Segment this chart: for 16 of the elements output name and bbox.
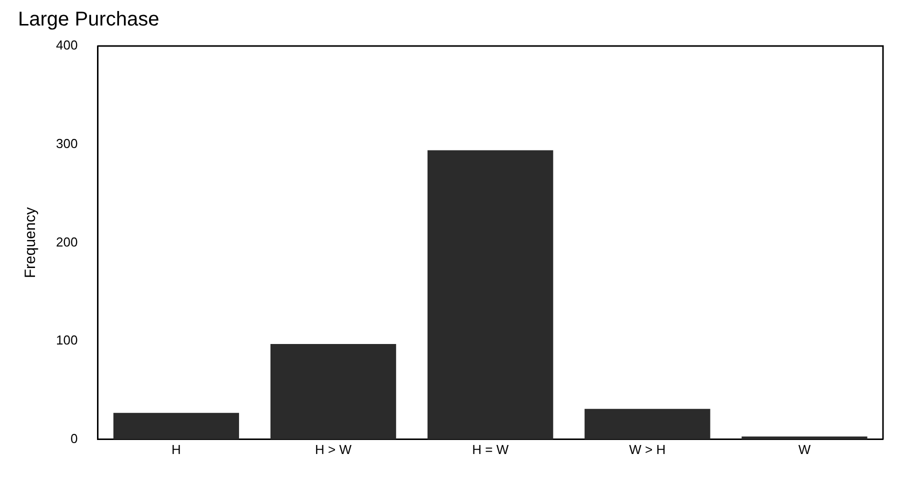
chart-title: Large Purchase <box>18 8 160 31</box>
bar <box>428 150 554 440</box>
y-tick-label: 400 <box>56 38 78 53</box>
bar <box>270 344 396 440</box>
x-tick-label: H <box>172 442 181 457</box>
x-tick-label: H = W <box>472 442 510 457</box>
x-tick-label: H > W <box>315 442 352 457</box>
y-tick-label: 100 <box>56 332 78 348</box>
y-tick-label: 200 <box>56 234 78 250</box>
bar <box>584 408 710 440</box>
x-tick-label: W > H <box>629 442 666 457</box>
x-tick-label: W <box>798 442 812 457</box>
y-tick-label: 0 <box>70 430 78 446</box>
y-tick-label: 300 <box>56 136 78 151</box>
bar <box>113 412 240 440</box>
y-axis-title: Frequency <box>22 206 40 278</box>
